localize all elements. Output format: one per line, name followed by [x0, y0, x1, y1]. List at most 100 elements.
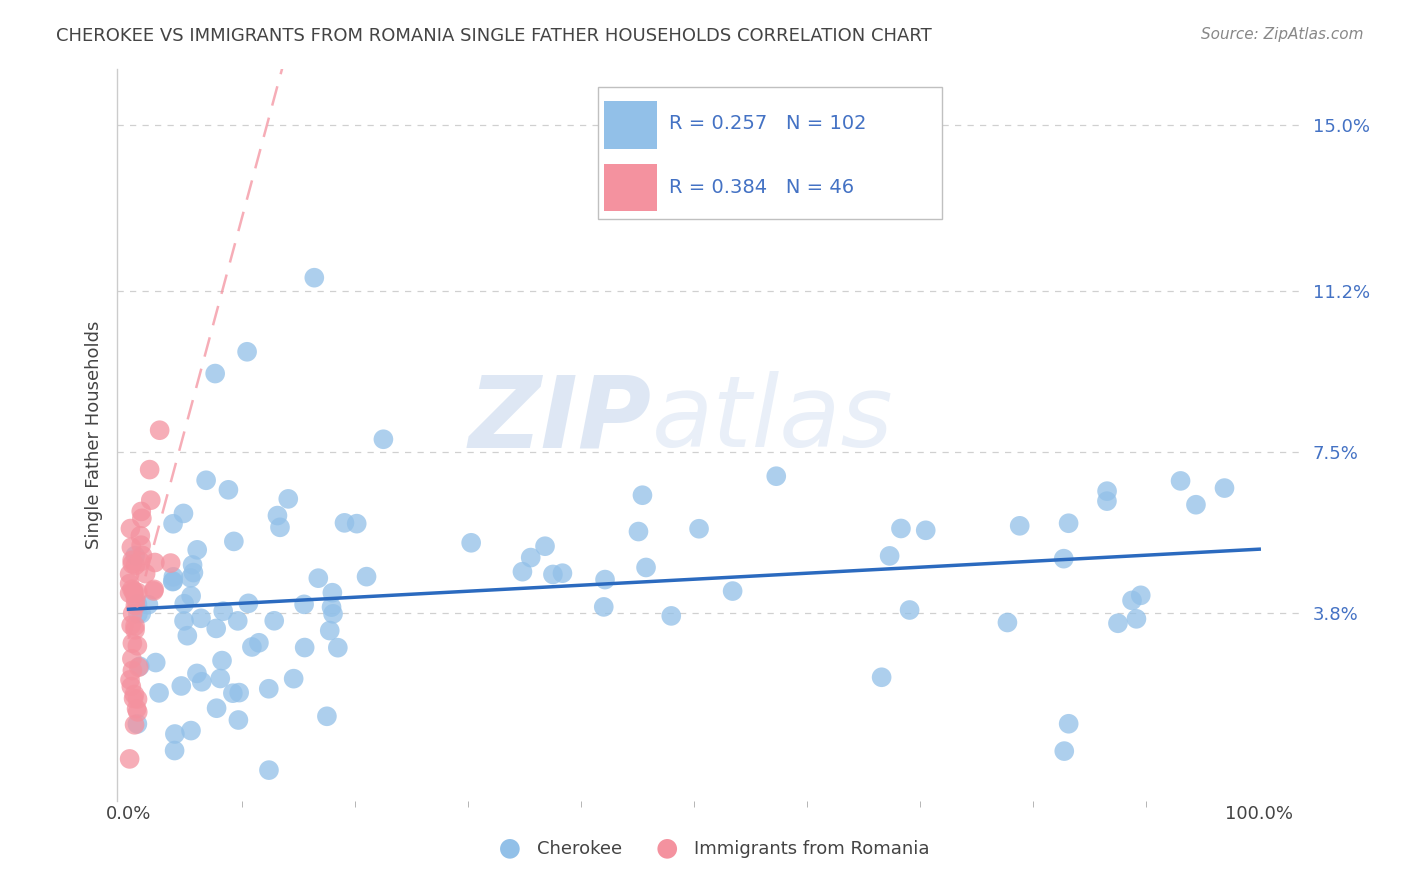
Point [121, 664, 143, 678]
Point [688, 522, 710, 536]
Point [142, 583, 165, 598]
Point [129, 529, 152, 543]
Point [120, 522, 142, 536]
Point [124, 549, 146, 563]
Point [1053, 744, 1076, 758]
FancyBboxPatch shape [598, 87, 942, 219]
Point [257, 681, 280, 696]
Point [121, 651, 143, 665]
Point [120, 541, 142, 555]
Point [879, 549, 901, 563]
Point [292, 598, 315, 612]
Point [121, 553, 143, 567]
Text: R = 0.257   N = 102: R = 0.257 N = 102 [669, 114, 866, 133]
Point [519, 550, 541, 565]
Point [870, 670, 893, 684]
Point [373, 432, 395, 446]
Point [127, 607, 149, 621]
Point [326, 640, 349, 655]
Text: Source: ZipAtlas.com: Source: ZipAtlas.com [1201, 27, 1364, 42]
Point [263, 614, 285, 628]
Point [190, 611, 212, 625]
Point [127, 705, 149, 719]
Point [135, 566, 157, 581]
Point [127, 717, 149, 731]
Point [631, 488, 654, 502]
Point [124, 623, 146, 637]
Point [205, 701, 228, 715]
Point [129, 538, 152, 552]
Point [124, 619, 146, 633]
Point [122, 584, 145, 599]
Point [316, 709, 339, 723]
Point [322, 607, 344, 621]
Point [138, 598, 160, 612]
Point [190, 674, 212, 689]
Point [118, 586, 141, 600]
Point [205, 622, 228, 636]
Point [551, 566, 574, 581]
Point [162, 570, 184, 584]
Point [269, 520, 291, 534]
Point [593, 573, 616, 587]
Point [321, 585, 343, 599]
Text: CHEROKEE VS IMMIGRANTS FROM ROMANIA SINGLE FATHER HOUSEHOLDS CORRELATION CHART: CHEROKEE VS IMMIGRANTS FROM ROMANIA SING… [56, 27, 932, 45]
Point [122, 586, 145, 600]
Point [236, 344, 259, 359]
Point [1057, 516, 1080, 531]
FancyBboxPatch shape [605, 102, 658, 149]
Point [1213, 481, 1236, 495]
Point [283, 672, 305, 686]
Point [1107, 616, 1129, 631]
Point [121, 582, 143, 597]
Point [121, 557, 143, 571]
Point [307, 571, 329, 585]
Point [333, 516, 356, 530]
Point [124, 688, 146, 702]
Point [180, 723, 202, 738]
Point [145, 656, 167, 670]
Point [512, 565, 534, 579]
Point [1121, 593, 1143, 607]
Point [129, 504, 152, 518]
Point [162, 516, 184, 531]
Point [277, 491, 299, 506]
Point [1129, 588, 1152, 602]
Point [890, 521, 912, 535]
Point [1008, 518, 1031, 533]
Point [217, 483, 239, 497]
Point [180, 571, 202, 585]
Point [131, 511, 153, 525]
Point [186, 666, 208, 681]
Point [266, 508, 288, 523]
Point [124, 592, 146, 607]
Point [997, 615, 1019, 630]
Point [1053, 551, 1076, 566]
Point [170, 679, 193, 693]
Point [898, 603, 921, 617]
Point [186, 542, 208, 557]
Point [176, 629, 198, 643]
Point [163, 727, 186, 741]
Point [1057, 716, 1080, 731]
Point [127, 692, 149, 706]
Point [180, 589, 202, 603]
Point [226, 614, 249, 628]
Point [129, 555, 152, 569]
Point [162, 574, 184, 588]
Point [238, 596, 260, 610]
Point [118, 673, 141, 687]
Point [222, 686, 245, 700]
Point [148, 686, 170, 700]
Point [1095, 484, 1118, 499]
Point [212, 604, 235, 618]
Point [304, 270, 326, 285]
Point [173, 597, 195, 611]
Point [209, 672, 232, 686]
Point [129, 607, 152, 621]
Point [534, 539, 557, 553]
Point [460, 536, 482, 550]
Point [118, 567, 141, 582]
Point [163, 743, 186, 757]
Point [159, 556, 181, 570]
